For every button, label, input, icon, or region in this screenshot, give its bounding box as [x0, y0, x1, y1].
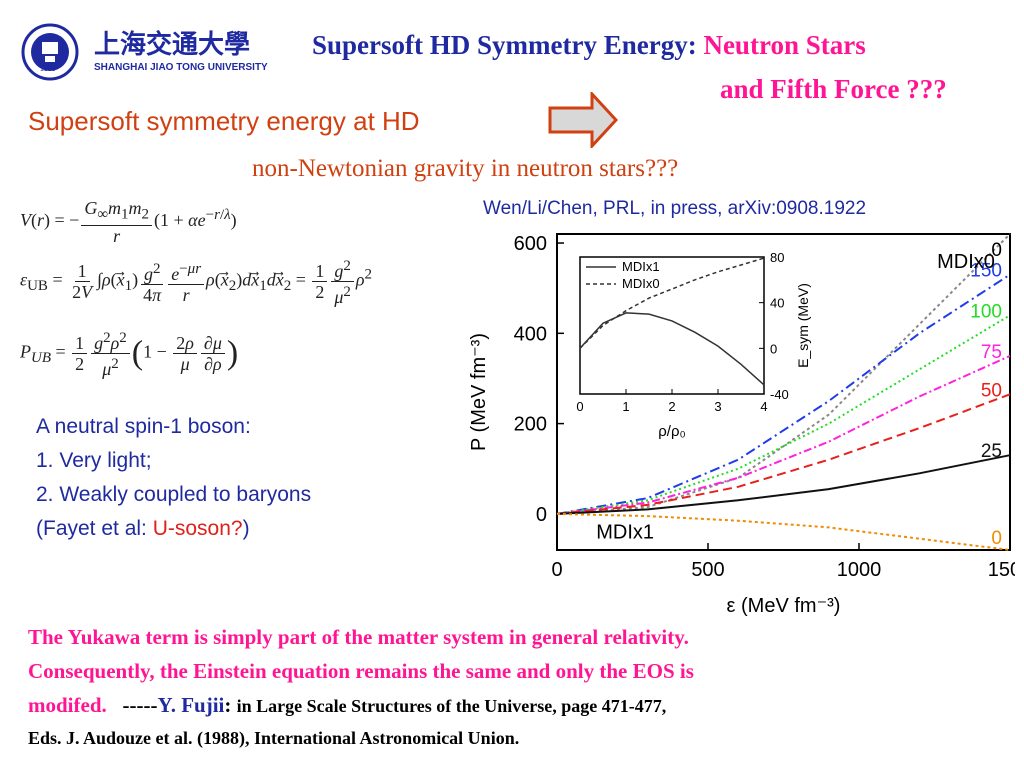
boson-line4: (Fayet et al: U-soson?)	[36, 512, 311, 546]
series-label: 150	[970, 261, 1002, 282]
plot-frame	[556, 233, 1011, 551]
inset-x-tick-label: 3	[714, 399, 721, 414]
y-axis-label: P (MeV fm⁻³)	[468, 333, 490, 451]
university-seal-icon	[21, 23, 79, 81]
inset-x-tick-label: 2	[668, 399, 675, 414]
quote-author: Y. Fujii	[157, 693, 225, 717]
series-line-25	[556, 454, 1011, 515]
inset-plot: 0 1 2 3 4-40 0 40 80 ρ/ρ₀ E_sym (MeV) MDIx1 MDIx0	[576, 250, 811, 440]
boson-line3: 2. Weakly coupled to baryons	[36, 483, 312, 506]
inset-y-axis-label: E_sym (MeV)	[795, 283, 811, 368]
logo-year: 1896	[40, 66, 56, 73]
slide-title: Supersoft HD Symmetry Energy: Neutron St…	[312, 30, 866, 61]
quote-line3: modifed. -----Y. Fujii: in Large Scale S…	[28, 688, 1018, 725]
inset-y-tick-label: 0	[770, 341, 777, 356]
boson-line4-post: )	[242, 517, 250, 540]
university-logo: 上海交通大學 SHANGHAI JIAO TONG UNIVERSITY 189…	[20, 22, 268, 82]
inset-legend-label: MDIx0	[622, 276, 660, 291]
series-label: 50	[981, 380, 1002, 401]
inset-x-tick-label: 1	[622, 399, 629, 414]
bottom-quote: The Yukawa term is simply part of the ma…	[28, 620, 1018, 751]
x-tick-label: 500	[691, 559, 724, 581]
right-arrow-icon	[548, 92, 618, 148]
inset-series-line-mdix1	[579, 312, 765, 386]
annotation-mdix1: MDIx1	[596, 522, 654, 544]
main-plot: 0500100015000200400600ε (MeV fm⁻³)P (MeV…	[468, 233, 1015, 617]
quote-line1: The Yukawa term is simply part of the ma…	[28, 625, 689, 649]
title-part2: Neutron Stars	[703, 30, 866, 60]
series-line-75	[556, 354, 1011, 515]
boson-description: A neutral spin-1 boson: 1. Very light; 2…	[36, 410, 311, 546]
pressure-energy-chart: 0500100015000200400600ε (MeV fm⁻³)P (MeV…	[468, 233, 1015, 617]
quote-colon: :	[224, 693, 237, 717]
boson-line2: 1. Very light;	[36, 449, 152, 472]
inset-y-tick-label: 40	[770, 296, 784, 311]
inset-series-line-mdix0	[579, 257, 765, 349]
series-label: 25	[981, 441, 1002, 462]
annotation-mdix0: MDIx0	[937, 251, 995, 273]
university-name: 上海交通大學	[94, 29, 251, 59]
citation-text: Wen/Li/Chen, PRL, in press, arXiv:0908.1…	[483, 198, 867, 219]
x-tick-label: 0	[551, 559, 562, 581]
series-line-mdix1-0	[556, 512, 1011, 551]
inset-y-tick-label: 80	[770, 250, 784, 265]
quote-line3-text: modifed.	[28, 693, 107, 717]
x-tick-label: 1000	[837, 559, 882, 581]
quote-ref1: in Large Scale Structures of the Univers…	[236, 696, 667, 716]
series-line-50	[556, 393, 1011, 515]
inset-legend-label: MDIx1	[622, 259, 660, 274]
x-axis-label: ε (MeV fm⁻³)	[727, 595, 841, 617]
university-name-en: SHANGHAI JIAO TONG UNIVERSITY	[94, 62, 268, 73]
y-tick-label: 200	[514, 414, 547, 436]
series-label: 100	[970, 301, 1002, 322]
equation-yukawa-potential: V(r) = − G∞m1m2 r (1 + αe−r/λ)	[20, 198, 237, 246]
inset-y-tick-label: -40	[770, 387, 789, 402]
boson-line4-red: U-soson?	[152, 517, 243, 540]
equation-pressure: PUB = 1 2 g2ρ2 μ2 (1 − 2ρ μ ∂μ ∂ρ)	[20, 330, 239, 379]
quote-line2: Consequently, the Einstein equation rema…	[28, 659, 694, 683]
equation-energy-density: εUB = 12V∫ρ(x⃗1)g24πe−μrrρ(x⃗2)dx⃗1dx⃗2 …	[20, 258, 373, 307]
y-tick-label: 400	[514, 323, 547, 345]
title-part1: Supersoft HD Symmetry Energy:	[312, 30, 704, 60]
question-text: non-Newtonian gravity in neutron stars??…	[252, 155, 679, 182]
boson-line4-pre: (Fayet et al:	[36, 517, 153, 540]
quote-dashes: -----	[106, 693, 158, 717]
quote-ref2: Eds. J. Audouze et al. (1988), Internati…	[28, 728, 520, 748]
inset-frame	[579, 256, 765, 395]
inset-x-tick-label: 0	[576, 399, 583, 414]
series-label: 0	[991, 528, 1002, 549]
inset-x-axis-label: ρ/ρ₀	[658, 423, 685, 440]
y-tick-label: 600	[514, 233, 547, 255]
slide-subtitle: Supersoft symmetry energy at HD	[28, 106, 420, 136]
title-line2: and Fifth Force ???	[720, 74, 947, 104]
series-label: 0	[991, 240, 1002, 261]
series-line-100	[556, 314, 1011, 515]
series-line-150	[556, 273, 1011, 515]
inset-x-tick-label: 4	[760, 399, 767, 414]
x-tick-label: 1500	[988, 559, 1015, 581]
series-line-mdix0-0	[556, 233, 1011, 515]
y-tick-label: 0	[536, 504, 547, 526]
series-label: 75	[981, 342, 1002, 363]
boson-line1: A neutral spin-1 boson:	[36, 415, 251, 438]
